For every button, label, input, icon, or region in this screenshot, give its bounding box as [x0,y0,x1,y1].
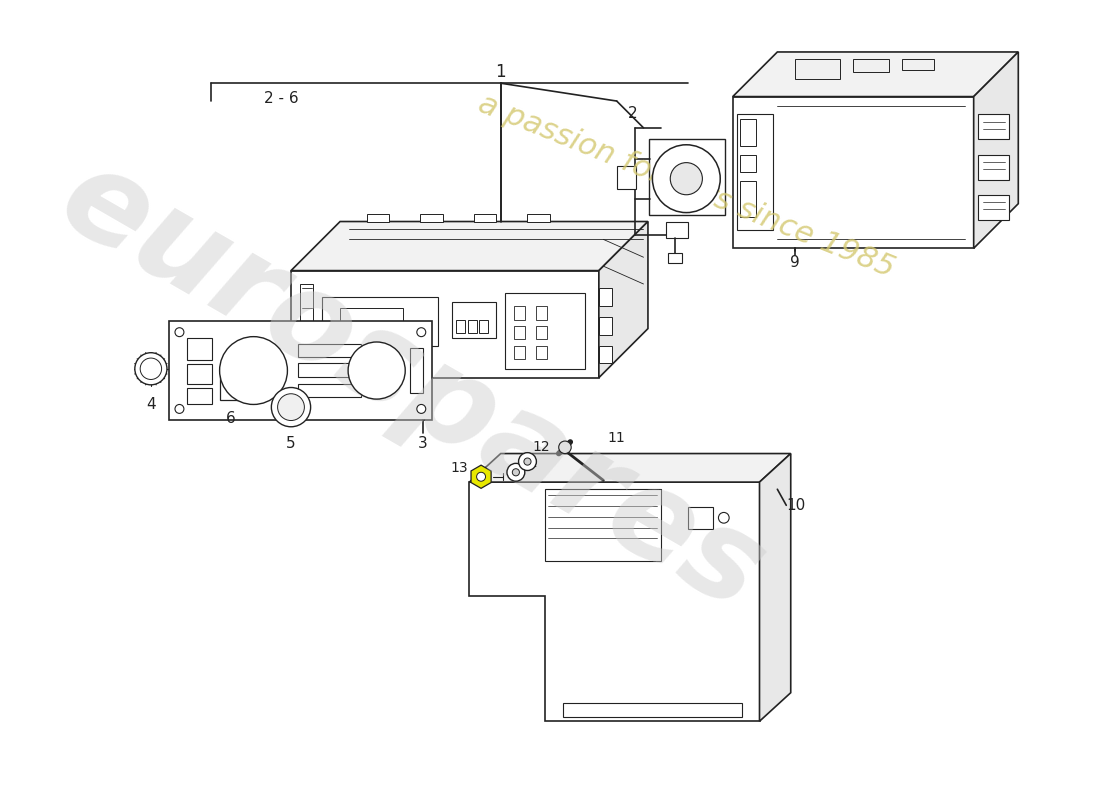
Bar [420,214,442,222]
Polygon shape [470,454,791,482]
Circle shape [518,453,537,470]
Circle shape [220,337,287,405]
Polygon shape [974,52,1019,248]
Circle shape [417,328,426,337]
Circle shape [417,405,426,414]
Polygon shape [733,97,974,248]
Bar [220,375,242,400]
Bar [298,344,361,357]
Bar [546,490,661,561]
Circle shape [670,162,703,194]
Circle shape [559,441,571,454]
Bar [537,346,547,359]
Bar [514,326,525,339]
Bar [505,293,585,369]
Text: 12: 12 [532,440,550,454]
Polygon shape [733,52,1019,97]
Bar [740,154,756,173]
Circle shape [135,353,167,385]
Circle shape [175,328,184,337]
Text: 2 - 6: 2 - 6 [264,91,299,106]
Polygon shape [598,222,648,378]
Circle shape [476,472,485,482]
Bar [456,320,465,333]
Bar [669,253,682,263]
Circle shape [507,463,525,482]
Bar [740,182,756,217]
Bar [298,363,361,377]
Bar [740,119,756,146]
Bar [298,384,361,398]
Bar [300,284,313,364]
Bar [795,59,839,78]
Bar [187,338,211,360]
Bar [452,302,496,338]
Text: 3: 3 [418,436,428,450]
Bar [187,364,211,384]
Bar [689,507,713,530]
Bar [340,308,403,333]
Bar [474,214,496,222]
Polygon shape [759,454,791,722]
Circle shape [652,145,720,213]
Text: 5: 5 [286,436,296,450]
Text: 10: 10 [786,498,805,513]
Polygon shape [292,222,648,270]
Polygon shape [470,482,759,722]
Text: 1: 1 [495,62,506,81]
Text: eurospares: eurospares [39,136,784,636]
Text: 12: 12 [520,456,538,470]
Bar [468,320,476,333]
Bar [514,346,525,359]
Circle shape [718,513,729,523]
Text: 2: 2 [628,106,638,121]
Bar [598,346,613,363]
Bar [537,306,547,320]
Bar [366,214,389,222]
Text: a passion for cars since 1985: a passion for cars since 1985 [474,89,899,283]
Bar [598,317,613,335]
Bar [598,289,613,306]
Bar [514,306,525,320]
Bar [187,387,211,403]
Circle shape [175,405,184,414]
Text: 13: 13 [450,461,468,474]
Bar [480,320,488,333]
Bar [854,59,889,73]
Circle shape [140,358,162,379]
Bar [617,166,637,189]
Bar [978,154,1010,179]
Text: 11: 11 [608,430,626,445]
Bar [322,298,438,346]
Bar [409,348,424,393]
Circle shape [277,394,305,421]
Bar [537,326,547,339]
Bar [563,703,741,717]
Bar [978,194,1010,220]
Circle shape [513,469,519,476]
Circle shape [524,458,531,465]
Polygon shape [292,270,598,378]
Bar [168,322,432,420]
Bar [737,114,773,230]
Bar [902,59,934,70]
Text: 4: 4 [146,398,156,412]
Circle shape [272,387,310,426]
Circle shape [348,342,405,399]
Bar [666,222,689,238]
Bar [978,114,1010,139]
Text: 9: 9 [790,255,800,270]
Bar [528,214,550,222]
Bar [649,139,725,215]
Polygon shape [471,465,491,488]
Text: 6: 6 [227,410,236,426]
